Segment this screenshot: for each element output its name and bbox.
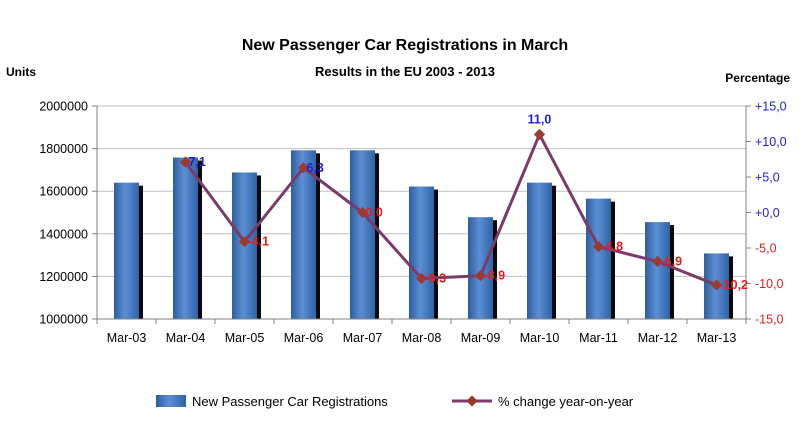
line-point (356, 206, 369, 219)
y-tick-label: 1400000 (39, 227, 88, 241)
data-label: -4,1 (248, 235, 270, 249)
y-tick-label: 2000000 (39, 100, 88, 114)
y-tick-label: 1200000 (39, 270, 88, 284)
y2-tick-label: -10,0 (755, 277, 784, 291)
legend-label-bars: New Passenger Car Registrations (192, 394, 388, 409)
data-label: -8,9 (484, 269, 506, 283)
legend-label-line: % change year-on-year (498, 394, 634, 409)
y-axis-ticks: 1000000 1200000 1400000 1600000 1800000 20000… (39, 100, 97, 327)
x-axis-ticks: Mar-03 Mar-04 Mar-05 Mar-06 Mar-07 Mar-08 Mar-… (96, 319, 747, 345)
bar (468, 217, 493, 319)
line-point (179, 156, 192, 168)
data-label: 11,0 (528, 112, 552, 126)
y2-axis-label: Percentage (725, 71, 790, 85)
line-point (710, 279, 723, 291)
legend-marker (466, 395, 478, 407)
y-axis-label: Units (6, 65, 36, 79)
x-tick-label: Mar-13 (697, 331, 737, 345)
x-tick-label: Mar-08 (402, 331, 442, 345)
chart-subtitle: Results in the EU 2003 - 2013 (315, 64, 495, 79)
line-point (238, 235, 251, 248)
y2-tick-label: +10,0 (755, 135, 787, 149)
line-point (415, 272, 428, 285)
y-tick-label: 1800000 (39, 142, 88, 156)
line-point (297, 162, 310, 174)
x-tick-label: Mar-03 (107, 331, 147, 345)
bar (350, 150, 375, 319)
data-label: -10,2 (720, 278, 749, 292)
line-point (592, 240, 605, 253)
bar (586, 198, 611, 319)
y-tick-label: 1600000 (39, 185, 88, 199)
data-labels: 7,1 -4,1 6,3 0,0 -9,3 -8,9 11,0 -4,8 -6,9 -10,2 (189, 112, 749, 292)
line-point (533, 128, 546, 141)
bar (645, 222, 670, 319)
data-label: -6,9 (661, 254, 683, 268)
x-tick-label: Mar-05 (225, 331, 265, 345)
line-point (651, 255, 664, 268)
data-label: 7,1 (189, 155, 206, 169)
bar (173, 157, 198, 319)
bar (527, 182, 552, 319)
data-label: -4,8 (602, 240, 624, 254)
x-tick-label: Mar-12 (638, 331, 678, 345)
legend-swatch-bars (156, 395, 186, 407)
y-tick-label: 1000000 (39, 313, 88, 327)
line-point (474, 270, 487, 282)
data-label: 0,0 (366, 206, 383, 220)
y2-tick-label: +15,0 (755, 100, 787, 114)
x-tick-label: Mar-07 (343, 331, 383, 345)
y2-tick-label: -5,0 (755, 242, 777, 256)
bar (114, 182, 139, 319)
chart-title: New Passenger Car Registrations in March (242, 37, 568, 54)
x-tick-label: Mar-11 (579, 331, 618, 345)
line-path (184, 132, 718, 287)
bar-series (114, 150, 733, 319)
y2-axis-ticks: +15,0 +10,0 +5,0 +0,0 -5,0 -10,0 -15,0 (746, 100, 787, 327)
x-tick-label: Mar-10 (520, 331, 560, 345)
data-label: 6,3 (307, 161, 324, 175)
data-label: -9,3 (425, 272, 447, 286)
legend: New Passenger Car Registrations % change… (156, 394, 634, 409)
line-series (179, 128, 723, 291)
y2-tick-label: -15,0 (755, 313, 784, 327)
y2-tick-label: +0,0 (755, 206, 780, 220)
bar (409, 186, 434, 319)
x-tick-label: Mar-06 (284, 331, 324, 345)
x-tick-label: Mar-09 (461, 331, 501, 345)
y2-tick-label: +5,0 (755, 171, 780, 185)
x-tick-label: Mar-04 (166, 331, 206, 345)
